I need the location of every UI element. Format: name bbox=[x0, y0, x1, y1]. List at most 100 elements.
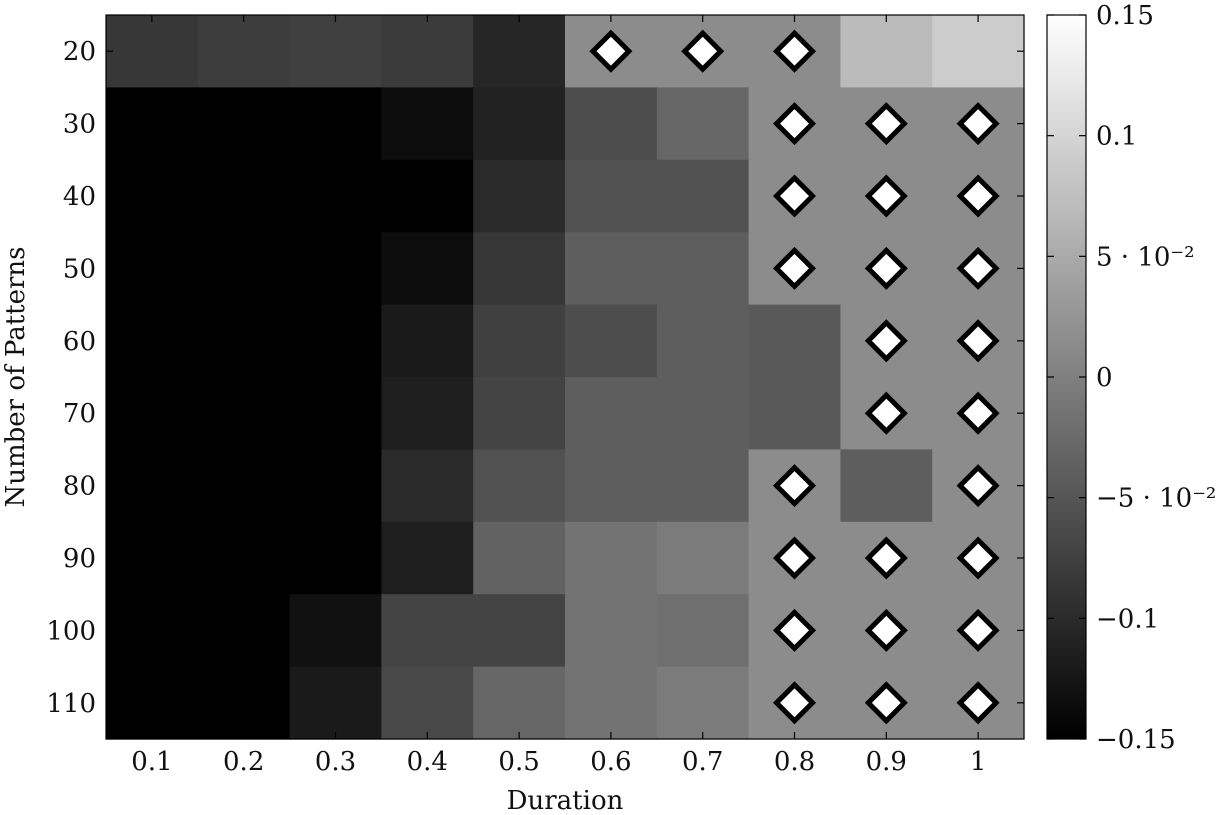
heatmap-cell bbox=[381, 87, 474, 161]
heatmap-cell bbox=[197, 304, 291, 378]
diamond-marker bbox=[956, 246, 1000, 290]
colorbar: 0.15 0.1 5 · 10⁻² 0 −5 · 10⁻² −0.1 −0.15 bbox=[1046, 1, 1216, 755]
heatmap-cell bbox=[197, 377, 291, 450]
heatmap-cell bbox=[840, 449, 933, 523]
x-tick-label: 0.7 bbox=[682, 747, 723, 777]
heatmap-cell bbox=[473, 304, 566, 378]
y-tick-label: 50 bbox=[63, 254, 96, 284]
x-tick-label: 0.3 bbox=[315, 747, 356, 777]
heatmap-cell bbox=[197, 521, 291, 595]
y-tick-label: 20 bbox=[63, 37, 96, 67]
heatmap-cell bbox=[381, 15, 474, 88]
heatmap-cell bbox=[289, 594, 382, 668]
colorbar-tick-label: −0.15 bbox=[1096, 725, 1176, 755]
y-tick-label: 80 bbox=[63, 472, 96, 502]
heatmap-cell bbox=[565, 304, 658, 378]
heatmap-cell bbox=[106, 87, 199, 161]
colorbar-tick-label: 0 bbox=[1096, 363, 1113, 393]
heatmap-cell bbox=[381, 449, 474, 523]
diamond-marker bbox=[956, 464, 1000, 508]
x-tick-label: 0.4 bbox=[407, 747, 448, 777]
colorbar-ticks: 0.15 0.1 5 · 10⁻² 0 −5 · 10⁻² −0.1 −0.15 bbox=[1047, 1, 1216, 755]
diamond-marker bbox=[772, 174, 817, 218]
heatmap-cell bbox=[289, 15, 382, 88]
heatmap-cell bbox=[748, 377, 841, 450]
heatmap-cell bbox=[656, 232, 750, 306]
diamond-marker bbox=[864, 174, 908, 218]
heatmap-cell bbox=[289, 449, 382, 523]
diamond-marker bbox=[864, 681, 908, 725]
y-tick-label: 40 bbox=[63, 182, 96, 212]
y-axis: 20 30 40 50 60 70 80 90 100 110 bbox=[46, 37, 1024, 719]
heatmap-cell bbox=[381, 232, 474, 306]
heatmap-cell bbox=[473, 159, 566, 233]
x-tick-label: 0.2 bbox=[223, 747, 264, 777]
x-tick-label: 0.8 bbox=[774, 747, 815, 777]
heatmap-cell bbox=[565, 521, 658, 595]
diamond-marker bbox=[864, 102, 908, 146]
heatmap-cell bbox=[656, 521, 750, 595]
diamond-marker bbox=[956, 536, 1000, 580]
heatmap-cell bbox=[106, 449, 199, 523]
heatmap-cell bbox=[656, 377, 750, 450]
diamond-marker bbox=[772, 464, 817, 508]
y-tick-label: 70 bbox=[63, 399, 96, 429]
y-tick-label: 100 bbox=[46, 616, 96, 646]
heatmap-cell bbox=[565, 449, 658, 523]
heatmap-cell bbox=[106, 15, 199, 88]
heatmap-cell bbox=[289, 521, 382, 595]
diamond-marker bbox=[864, 536, 908, 580]
x-tick-label: 0.5 bbox=[498, 747, 539, 777]
heatmap-cell bbox=[565, 377, 658, 450]
heatmap-cell bbox=[197, 449, 291, 523]
y-axis-label: Number of Patterns bbox=[1, 246, 31, 507]
diamond-marker bbox=[956, 681, 1000, 725]
colorbar-tick-label: −5 · 10⁻² bbox=[1096, 484, 1216, 514]
heatmap-cell bbox=[932, 15, 1025, 88]
y-tick-label: 30 bbox=[63, 110, 96, 140]
diamond-marker bbox=[589, 29, 633, 73]
heatmap-cell bbox=[197, 15, 291, 88]
heatmap-cell bbox=[197, 666, 291, 740]
heatmap-cell bbox=[473, 666, 566, 740]
heatmap-cell bbox=[197, 232, 291, 306]
heatmap-cell bbox=[748, 304, 841, 378]
diamond-marker bbox=[772, 246, 817, 290]
heatmap-cell bbox=[473, 15, 566, 88]
x-tick-label: 0.9 bbox=[866, 747, 907, 777]
heatmap-cell bbox=[381, 521, 474, 595]
heatmap-cell bbox=[565, 232, 658, 306]
heatmap-cell bbox=[656, 666, 750, 740]
heatmap-cell bbox=[381, 159, 474, 233]
heatmap-cell bbox=[197, 594, 291, 668]
colorbar-tick-label: 0.1 bbox=[1096, 122, 1137, 152]
diamond-marker bbox=[956, 608, 1000, 652]
heatmap-cell bbox=[381, 304, 474, 378]
diamond-marker bbox=[864, 319, 908, 363]
diamond-marker bbox=[864, 391, 908, 435]
diamond-marker bbox=[864, 246, 908, 290]
heatmap-cell bbox=[656, 594, 750, 668]
heatmap-cell bbox=[289, 159, 382, 233]
heatmap-cell bbox=[473, 449, 566, 523]
heatmap-cell bbox=[106, 666, 199, 740]
heatmap-cell bbox=[106, 521, 199, 595]
x-tick-label: 1 bbox=[970, 747, 987, 777]
heatmap-cell bbox=[106, 159, 199, 233]
diamond-marker bbox=[681, 29, 725, 73]
heatmap-cell bbox=[381, 377, 474, 450]
heatmap-cell bbox=[289, 304, 382, 378]
heatmap-cell bbox=[473, 377, 566, 450]
heatmap-cell bbox=[656, 449, 750, 523]
y-tick-label: 90 bbox=[63, 544, 96, 574]
heatmap-cell bbox=[106, 304, 199, 378]
heatmap-cell bbox=[289, 666, 382, 740]
diamond-marker bbox=[772, 608, 817, 652]
heatmap-cell bbox=[289, 232, 382, 306]
heatmap-cell bbox=[106, 232, 199, 306]
heatmap-cell bbox=[197, 87, 291, 161]
heatmap-cell bbox=[840, 15, 933, 88]
heatmap-cell bbox=[565, 666, 658, 740]
colorbar-tick-label: 5 · 10⁻² bbox=[1096, 242, 1195, 272]
